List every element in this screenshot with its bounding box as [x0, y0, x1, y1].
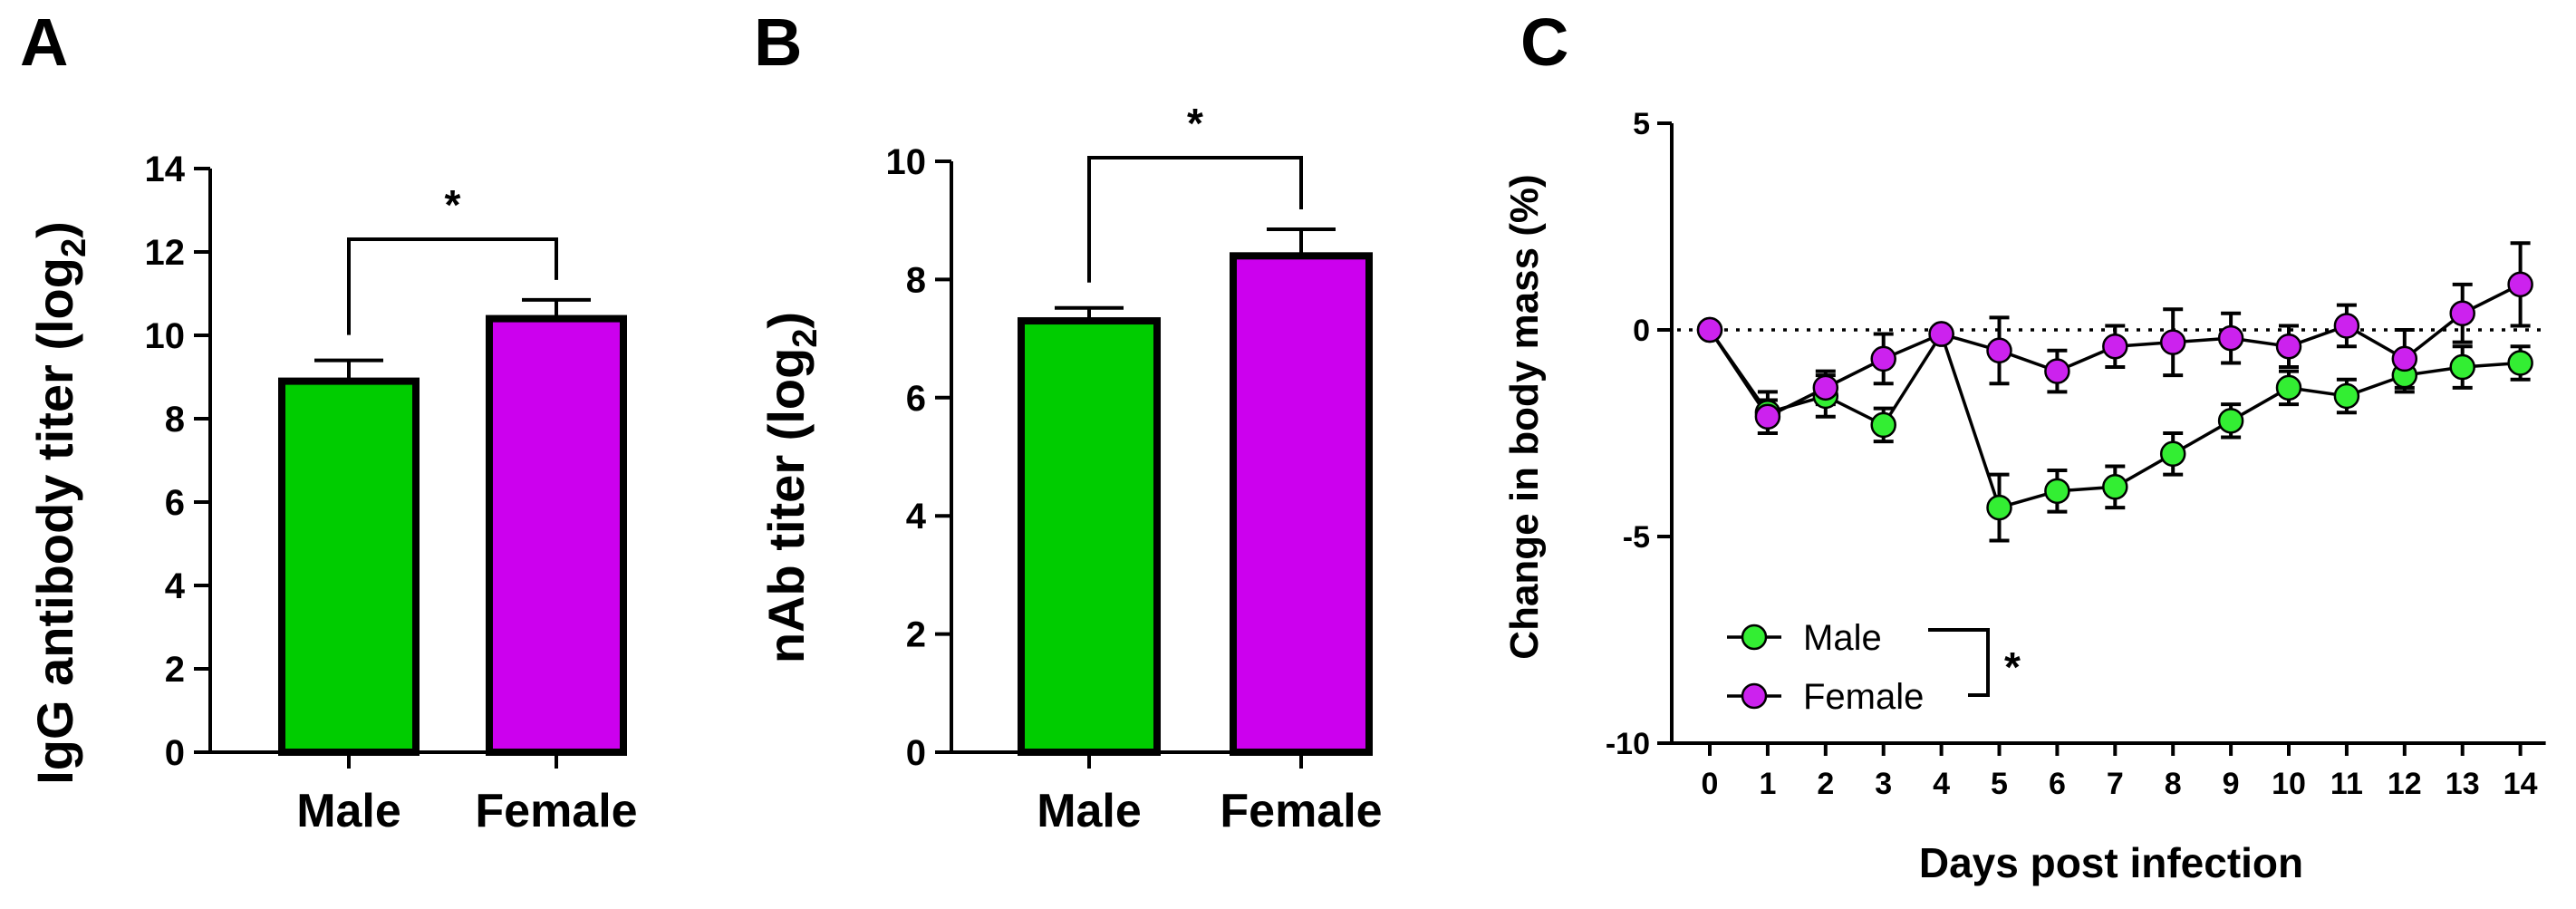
panel-c-x-tick-label: 6 — [2049, 767, 2066, 801]
panel-a-y-tick-label: 12 — [145, 233, 186, 273]
panel-c-y-tick-label: -10 — [1606, 727, 1650, 761]
panel-c-point-female — [2102, 333, 2128, 360]
legend-significance-bracket — [1928, 628, 1990, 697]
panel-c-point-female — [1754, 403, 1781, 430]
panel-letter-c: C — [1520, 5, 1568, 80]
panel-b-y-axis-label: nAb titer (log2) — [757, 312, 825, 663]
panel-b-bar-chart: nAb titer (log2) 0 2 4 6 8 10 Male Female * — [757, 100, 1383, 837]
panel-c-point-male — [2217, 408, 2244, 434]
panel-c-point-female — [2044, 358, 2070, 384]
panel-c-point-female — [2159, 329, 2186, 355]
panel-b-y-tick-label: 8 — [906, 260, 926, 300]
panel-c-x-tick-label: 8 — [2165, 767, 2182, 801]
panel-c-point-female — [2217, 324, 2244, 352]
panel-c-point-female — [2391, 345, 2418, 372]
panel-b-significance-star: * — [1187, 100, 1203, 147]
panel-c-point-male — [2275, 374, 2302, 401]
panel-b-category-label: Female — [1220, 785, 1382, 837]
panel-a-y-tick-label: 0 — [165, 733, 185, 773]
panel-c-point-female — [2449, 300, 2475, 327]
panel-c-point-male — [2102, 474, 2128, 500]
panel-c-y-tick-label: 0 — [1633, 314, 1650, 348]
panel-c-x-tick-label: 0 — [1702, 767, 1719, 801]
panel-a-y-tick-label: 2 — [165, 650, 185, 690]
panel-letter-a: A — [20, 5, 68, 80]
legend-marker-female — [1741, 682, 1768, 710]
panel-c-point-female — [2275, 333, 2302, 360]
panel-c-x-tick-label: 7 — [2107, 767, 2124, 801]
panel-letter-b: B — [754, 5, 802, 80]
panel-b-y-tick-label: 10 — [886, 142, 927, 182]
panel-c-y-axis-label: Change in body mass (%) — [1502, 174, 1547, 659]
panel-a-significance-bracket — [347, 237, 558, 335]
panel-c-line-chart: Change in body mass (%) Days post infect… — [1502, 107, 2546, 886]
panel-a-y-tick-label: 6 — [165, 483, 185, 523]
panel-b-y-tick-label: 6 — [906, 379, 926, 419]
panel-c-point-female — [2333, 313, 2360, 339]
panel-c-x-tick-label: 1 — [1759, 767, 1776, 801]
panel-c-x-tick-label: 14 — [2504, 767, 2538, 801]
panel-c-point-male — [1870, 411, 1896, 439]
panel-b-y-tick-label: 2 — [906, 615, 926, 655]
panel-c-point-male — [2044, 478, 2070, 505]
panel-b-y-tick-label: 0 — [906, 733, 926, 773]
panel-c-point-male — [2159, 440, 2186, 468]
panel-c-point-female — [1696, 316, 1723, 343]
panel-c-x-tick-label: 13 — [2446, 767, 2480, 801]
panel-c-x-axis-label: Days post infection — [1919, 839, 2303, 886]
panel-a-significance-star: * — [445, 181, 461, 228]
panel-c-point-female — [2507, 271, 2533, 298]
panel-c-x-tick-label: 2 — [1817, 767, 1834, 801]
panel-c-point-male — [1986, 494, 2012, 521]
panel-c-x-tick-label: 12 — [2388, 767, 2422, 801]
panel-a-y-tick-label: 14 — [145, 150, 186, 189]
panel-b-significance-bracket — [1087, 156, 1303, 283]
panel-c-point-male — [2507, 350, 2533, 376]
panel-a-y-tick-label: 8 — [165, 400, 185, 440]
panel-c-point-male — [2449, 353, 2475, 381]
panel-a-y-tick-label: 10 — [145, 316, 186, 356]
panel-c-x-tick-label: 4 — [1933, 767, 1950, 801]
panel-c-x-tick-label: 10 — [2272, 767, 2306, 801]
panel-c-x-tick-label: 3 — [1875, 767, 1892, 801]
legend-label-male: Male — [1803, 618, 1882, 658]
panel-b-category-label: Male — [1037, 785, 1142, 837]
panel-b-y-tick-label: 4 — [906, 497, 927, 537]
panel-c-point-female — [1870, 345, 1896, 372]
panel-c-y-tick-label: -5 — [1623, 520, 1650, 555]
panel-a-bar-chart: IgG antibody titer (log2) 0 2 4 6 8 10 12 14 Mal… — [26, 150, 638, 837]
panel-c-y-tick-label: 5 — [1633, 107, 1650, 141]
panel-a-category-label: Female — [475, 785, 637, 837]
panel-c-x-tick-label: 9 — [2223, 767, 2240, 801]
panel-c-point-male — [2333, 382, 2360, 410]
panel-b-bar-male — [1018, 317, 1161, 756]
panel-a-category-label: Male — [296, 785, 401, 837]
legend-marker-male — [1741, 624, 1768, 651]
panel-c-point-female — [1928, 321, 1954, 347]
panel-a-bar-female — [486, 314, 627, 756]
panel-c-x-tick-label: 5 — [1991, 767, 2008, 801]
panel-c-point-female — [1812, 374, 1839, 401]
panel-c-point-female — [1986, 337, 2012, 364]
legend-label-female: Female — [1803, 677, 1924, 717]
panel-b-bar-female — [1230, 252, 1373, 756]
panel-c-x-tick-label: 11 — [2330, 767, 2363, 801]
panel-a-y-tick-label: 4 — [165, 566, 186, 606]
legend-significance-star: * — [2004, 643, 2021, 691]
panel-a-bar-male — [278, 377, 420, 756]
panel-a-y-axis-label: IgG antibody titer (log2) — [26, 221, 93, 785]
